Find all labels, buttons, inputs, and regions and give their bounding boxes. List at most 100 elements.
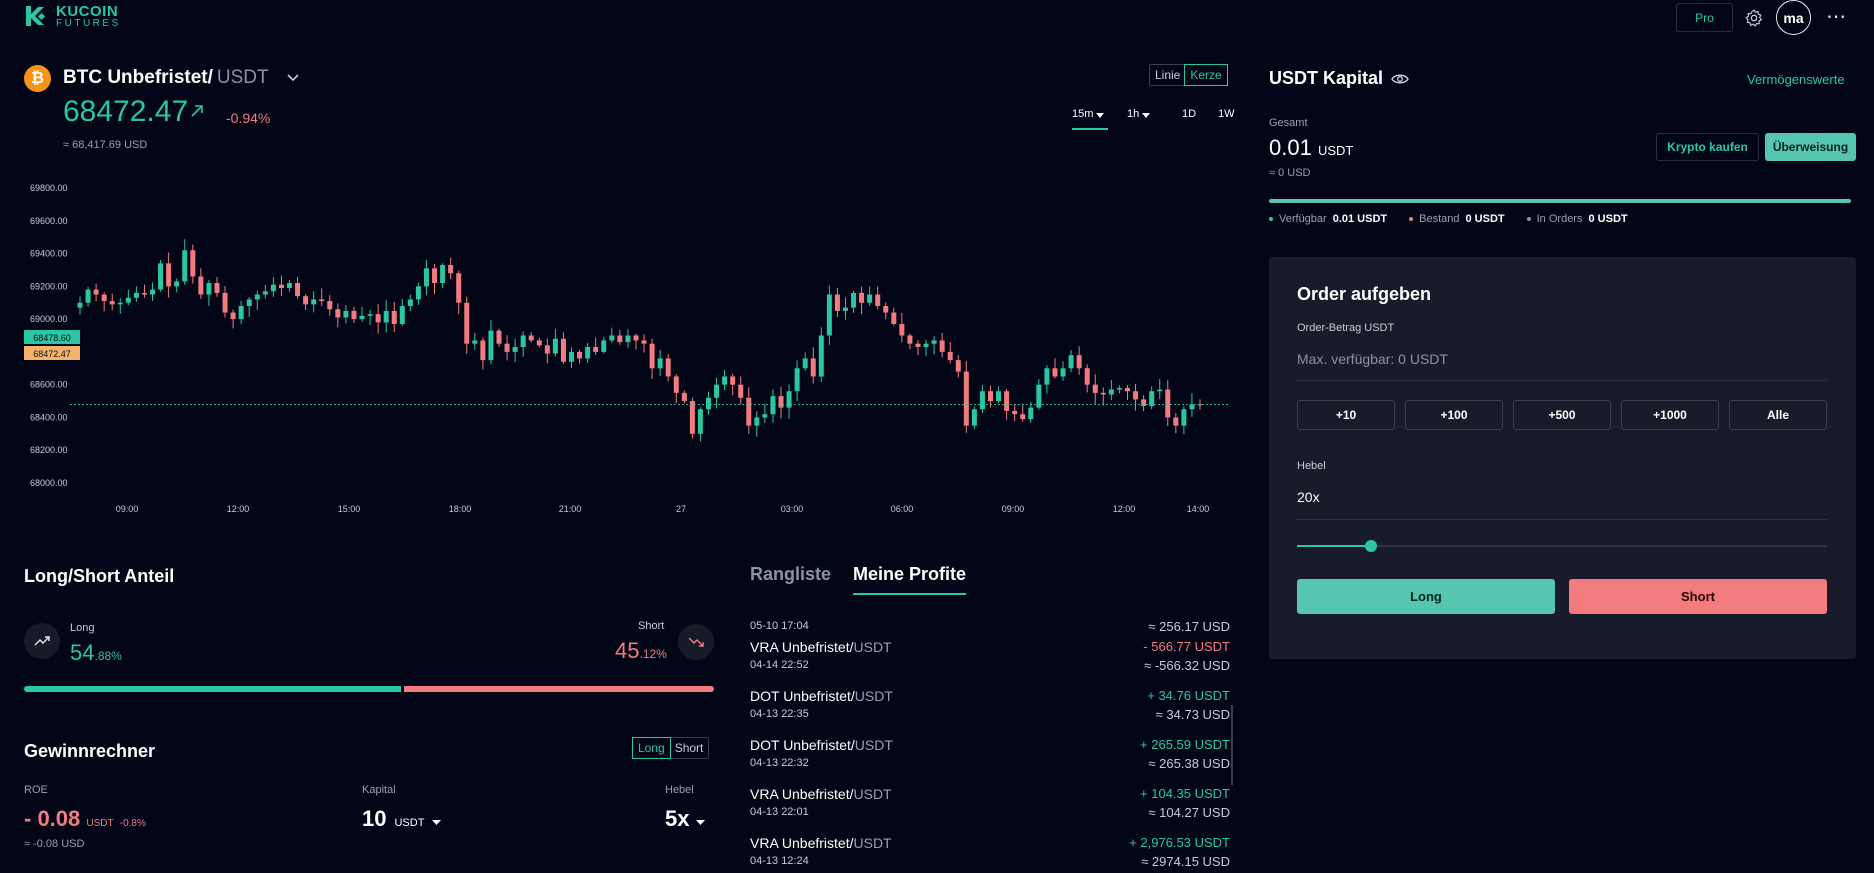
long-short-title: Long/Short Anteil xyxy=(24,566,175,586)
quick-amount-button[interactable]: +1000 xyxy=(1621,400,1719,430)
long-label: Long xyxy=(70,622,95,634)
candle-body xyxy=(125,297,131,303)
interval-selector: 15m 1h 1D 1W xyxy=(1072,108,1235,130)
tab-rangliste[interactable]: Rangliste xyxy=(750,564,832,584)
candle-body xyxy=(351,310,357,320)
roe-usd: ≈ -0.08 USD xyxy=(24,838,85,850)
candle-body xyxy=(794,368,800,392)
quick-amount-button[interactable]: Alle xyxy=(1729,400,1827,430)
kapital-dropdown[interactable]: 10 USDT xyxy=(362,806,442,832)
price-change: -0.94% xyxy=(226,110,271,126)
eye-icon[interactable] xyxy=(1391,73,1409,85)
interval-1d[interactable]: 1D xyxy=(1182,108,1197,120)
leverage-slider[interactable] xyxy=(1297,540,1827,552)
candle-body xyxy=(295,283,301,297)
candle-body xyxy=(633,335,639,341)
candle-body xyxy=(383,310,389,323)
x-tick-label: 14:00 xyxy=(1187,504,1210,514)
capital-title: USDT Kapital xyxy=(1269,68,1409,89)
quick-amount-button[interactable]: +500 xyxy=(1513,400,1611,430)
candle-body xyxy=(367,314,373,316)
quick-amount-button[interactable]: +10 xyxy=(1297,400,1395,430)
candle-body xyxy=(488,330,494,361)
trend-down-icon xyxy=(678,624,714,660)
pair-selector[interactable]: BTC Unbefristet/USDT xyxy=(63,67,299,89)
y-tick-label: 69800.00 xyxy=(30,183,68,193)
candle-body xyxy=(1044,368,1050,385)
candle-body xyxy=(1004,391,1010,411)
candle-body xyxy=(939,340,945,352)
profit-pair-quote: USDT xyxy=(854,688,893,704)
candle-body xyxy=(528,335,534,341)
calc-long-button[interactable]: Long xyxy=(632,737,671,759)
profit-usd: ≈ 34.73 USD xyxy=(1155,707,1230,722)
leverage-slider-handle[interactable] xyxy=(1365,540,1378,552)
long-button[interactable]: Long xyxy=(1297,579,1555,614)
profit-pnl: + 265.59 USDT xyxy=(1140,737,1230,752)
interval-1w[interactable]: 1W xyxy=(1218,108,1235,120)
price-marker-label: 68472.47 xyxy=(33,349,71,359)
calc-short-button[interactable]: Short xyxy=(674,741,704,755)
price-marker-label: 68478.60 xyxy=(33,333,71,343)
y-tick-label: 69400.00 xyxy=(30,249,68,259)
candle-body xyxy=(230,312,236,320)
candle-body xyxy=(512,346,518,352)
candle-body xyxy=(714,384,720,398)
interval-15m-label: 15m xyxy=(1072,108,1094,120)
x-tick-label: 03:00 xyxy=(781,504,804,514)
pro-button[interactable]: Pro xyxy=(1676,3,1733,32)
tab-meine-profite[interactable]: Meine Profite xyxy=(853,564,967,595)
legend-value: 0 USDT xyxy=(1465,213,1505,225)
profit-row[interactable]: VRA Unbefristet/USDT 04-13 12:24 + 2,976.5… xyxy=(750,835,1230,873)
quick-amount-button[interactable]: +100 xyxy=(1405,400,1503,430)
calc-hebel-dropdown[interactable]: 5x xyxy=(665,806,705,832)
candle-body xyxy=(641,340,647,344)
profit-pair: VRA Unbefristet/USDT xyxy=(750,835,892,851)
buy-crypto-button[interactable]: Krypto kaufen xyxy=(1656,133,1759,161)
profit-row[interactable]: VRA Unbefristet/USDT 04-14 22:52 - 566.77 … xyxy=(750,639,1230,687)
profit-usd: ≈ -566.32 USD xyxy=(1144,658,1230,673)
short-pct-dec: .12% xyxy=(639,647,667,661)
candle-body xyxy=(480,340,486,361)
order-amount-input[interactable]: Max. verfügbar: 0 USDT xyxy=(1297,351,1827,381)
candle-body xyxy=(423,268,429,287)
avatar[interactable]: ma xyxy=(1776,0,1811,35)
candle-body xyxy=(303,296,309,305)
profit-list-scrollbar[interactable] xyxy=(1231,705,1233,785)
profit-row[interactable]: 05-10 17:04 ≈ 256.17 USD xyxy=(750,610,1230,648)
candle-body xyxy=(407,299,413,306)
long-pct-dec: .88% xyxy=(94,649,122,663)
candle-body xyxy=(931,340,937,344)
candle-body xyxy=(101,294,107,302)
candle-body xyxy=(1141,399,1147,406)
profit-list[interactable]: 05-10 17:04 ≈ 256.17 USD VRA Unbefristet/U… xyxy=(750,610,1230,873)
order-hebel-input[interactable]: 20x xyxy=(1297,489,1827,520)
gear-icon[interactable] xyxy=(1744,8,1764,28)
view-kerze-button[interactable]: Kerze xyxy=(1184,64,1228,86)
gesamt-usd: ≈ 0 USD xyxy=(1269,167,1311,179)
profit-row[interactable]: DOT Unbefristet/USDT 04-13 22:32 + 265.59 … xyxy=(750,737,1230,785)
vermoegenswerte-link[interactable]: Vermögenswerte xyxy=(1747,72,1845,87)
candle-body xyxy=(947,351,953,361)
candle-body xyxy=(609,335,615,341)
more-menu-icon[interactable]: ⋯ xyxy=(1826,6,1847,28)
candle-body xyxy=(327,301,333,310)
kucoin-futures-logo[interactable]: KUCOIN FUTURES xyxy=(22,2,121,30)
short-button[interactable]: Short xyxy=(1569,579,1827,614)
interval-1h[interactable]: 1h xyxy=(1127,108,1163,130)
view-linie-button[interactable]: Linie xyxy=(1155,68,1181,82)
transfer-button[interactable]: Überweisung xyxy=(1765,133,1856,161)
price-chart[interactable]: 69800.00 69600.00 69400.00 69200.00 69000.00… xyxy=(0,175,1240,525)
roe-unit: USDT xyxy=(86,818,114,829)
interval-15m[interactable]: 15m xyxy=(1072,108,1108,130)
candle-body xyxy=(689,401,695,434)
profit-row[interactable]: VRA Unbefristet/USDT 04-13 22:01 + 104.35 … xyxy=(750,786,1230,834)
profit-pair: DOT Unbefristet/USDT xyxy=(750,688,893,704)
candle-body xyxy=(415,286,421,300)
candle-body xyxy=(552,338,558,354)
candle-body xyxy=(649,343,655,369)
profit-row[interactable]: DOT Unbefristet/USDT 04-13 22:35 + 34.76 U… xyxy=(750,688,1230,736)
long-percentage: 54.88% xyxy=(70,640,122,666)
roe-value: - 0.08 USDT -0.8% xyxy=(24,806,146,832)
x-tick-label: 18:00 xyxy=(449,504,472,514)
